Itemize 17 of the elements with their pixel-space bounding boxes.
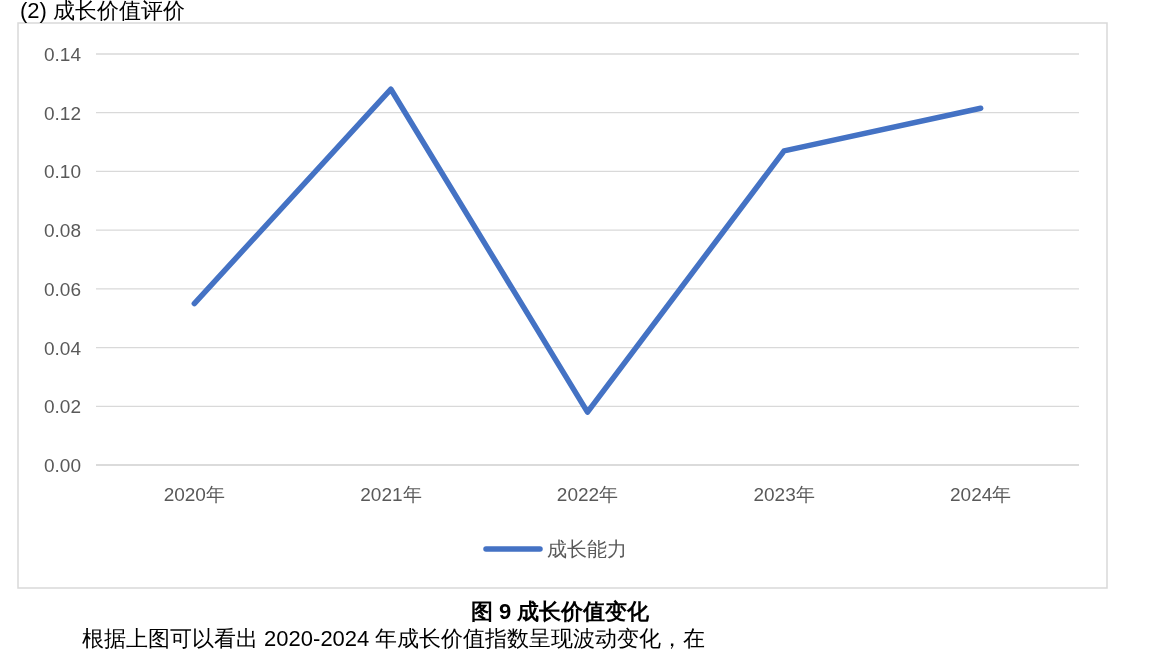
y-tick-label: 0.02 xyxy=(44,396,81,418)
x-tick-label: 2020年 xyxy=(163,484,225,505)
x-tick-label: 2024年 xyxy=(950,484,1012,505)
y-tick-label: 0.10 xyxy=(44,161,81,183)
y-tick-label: 0.06 xyxy=(44,278,81,300)
legend-label: 成长能力 xyxy=(547,538,627,560)
y-tick-label: 0.00 xyxy=(44,455,81,476)
y-tick-label: 0.12 xyxy=(44,102,81,124)
y-tick-label: 0.14 xyxy=(44,44,82,65)
x-tick-label: 2023年 xyxy=(753,484,815,505)
text: (2) 成长价值评价 xyxy=(20,0,185,23)
text: 根据上图可以看出 2020-2024 年成长价值指数呈现波动变化，在 xyxy=(82,626,706,650)
x-tick-label: 2022年 xyxy=(556,484,619,505)
y-tick-label: 0.08 xyxy=(44,220,81,242)
y-tick-label: 0.04 xyxy=(44,337,82,359)
caption: 图 9 成长价值变化 xyxy=(470,599,651,624)
x-tick-label: 2021年 xyxy=(360,484,422,505)
